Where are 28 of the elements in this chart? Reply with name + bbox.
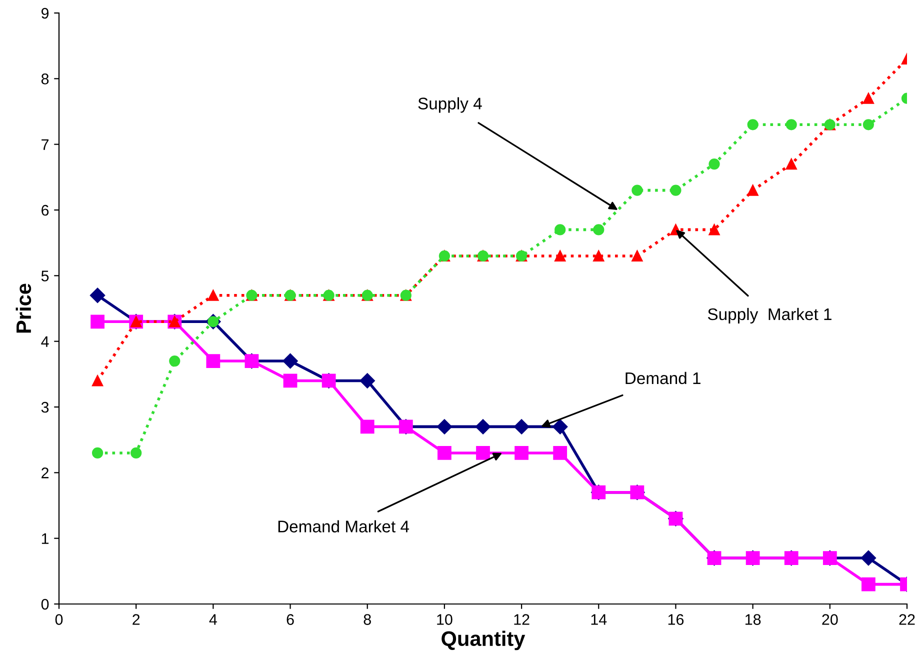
y-axis-title: Price [16, 284, 32, 333]
x-tick-label: 2 [132, 614, 140, 625]
x-tick-label: 14 [591, 614, 607, 625]
x-tick-label: 8 [364, 614, 371, 625]
x-tick-label: 16 [668, 614, 684, 625]
x-tick-label: 0 [55, 614, 63, 625]
x-tick-label: 20 [822, 614, 838, 625]
x-tick-label: 18 [745, 614, 761, 625]
y-tick-label: 3 [41, 402, 49, 413]
x-tick-label: 6 [286, 614, 294, 625]
y-tick-label: 9 [42, 8, 49, 19]
annotation: Supply Market 1 [708, 308, 832, 324]
x-tick-label: 10 [437, 614, 452, 625]
y-tick-label: 7 [42, 139, 49, 150]
annotation: Demand Market 4 [278, 520, 410, 532]
x-tick-label: 12 [514, 614, 530, 625]
y-tick-label: 5 [41, 270, 49, 282]
annotation: Supply 4 [418, 97, 482, 113]
y-tick-label: 6 [42, 204, 49, 216]
annotation: Demand 1 [626, 372, 700, 384]
x-axis-title: Quantity [442, 630, 526, 650]
y-tick-label: 0 [41, 598, 49, 610]
y-tick-label: 8 [41, 74, 49, 84]
x-tick-label: 22 [899, 614, 915, 625]
y-tick-label: 2 [42, 468, 49, 478]
y-tick-label: 1 [42, 533, 49, 544]
x-tick-label: 4 [209, 614, 217, 625]
y-tick-label: 4 [41, 336, 49, 347]
